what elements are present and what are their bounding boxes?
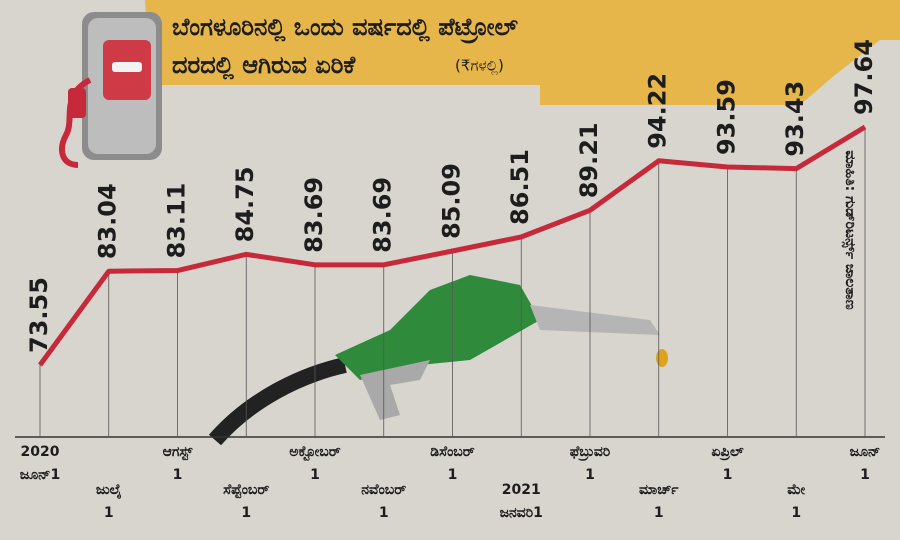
value-label: 86.51 — [506, 149, 534, 225]
x-tick-label: ಜನವರಿ1 — [500, 505, 543, 521]
value-label: 89.21 — [575, 122, 603, 198]
value-label: 83.11 — [163, 183, 191, 259]
x-tick-label: 1 — [241, 505, 251, 521]
value-label: 97.64 — [850, 39, 878, 115]
chart-title: ದರದಲ್ಲಿ ಆಗಿರುವ ಏರಿಕೆ — [172, 51, 356, 80]
chart-title: ಬೆಂಗಳೂರಿನಲ್ಲಿ ಒಂದು ವರ್ಷದಲ್ಲಿ ಪೆಟ್ರೋಲ್ — [172, 13, 518, 44]
fuel-pump-icon — [59, 12, 162, 168]
price-line — [37, 124, 867, 367]
x-tick-label: ಮೇ — [787, 482, 806, 498]
x-tick-label: ಸೆಪ್ಟೆಂಬರ್ — [223, 482, 269, 499]
x-tick-label: 1 — [173, 467, 183, 483]
title-banner — [145, 0, 900, 105]
value-label: 83.04 — [94, 183, 122, 259]
x-tick-label: 1 — [654, 505, 664, 521]
x-tick-label: ಅಕ್ಟೋಬರ್ — [289, 444, 340, 461]
x-tick-label: ಮಾರ್ಚ್ — [639, 482, 679, 498]
x-tick-label: ಜೂನ್1 — [20, 467, 60, 483]
value-label: 83.69 — [300, 177, 328, 253]
x-tick-label: 1 — [585, 467, 595, 483]
fuel-nozzle — [208, 275, 668, 446]
value-label: 83.69 — [369, 177, 397, 253]
x-tick-label: ಜುಲೈ — [96, 482, 122, 499]
x-tick-label: 1 — [310, 467, 320, 483]
x-tick-label: ಫೆಬ್ರುವರಿ — [570, 444, 611, 461]
x-tick-label: 1 — [860, 467, 870, 483]
x-tick-label: ಜೂನ್ — [850, 444, 881, 460]
x-tick-label: 1 — [379, 505, 389, 521]
x-tick-label: 1 — [104, 505, 114, 521]
x-tick-label: 2020 — [21, 444, 60, 460]
value-label: 85.09 — [438, 163, 466, 239]
value-label: 73.55 — [25, 277, 53, 353]
x-tick-label: 2021 — [502, 482, 541, 498]
source-note: ಮಾಹಿತಿ: ಗುಡ್‌ರಿಟರ್ನ್ಸ್ ಜಾಲತಾಣ — [841, 150, 858, 309]
x-tick-label: ಡಿಸೆಂಬರ್ — [430, 444, 474, 460]
x-tick-label: 1 — [723, 467, 733, 483]
value-label: 84.75 — [231, 166, 259, 242]
value-label: 93.43 — [781, 81, 809, 157]
value-label: 94.22 — [644, 73, 672, 149]
value-label: 93.59 — [713, 79, 741, 155]
x-tick-label: ಏಪ್ರಿಲ್ — [711, 444, 743, 461]
x-tick-label: ಆಗಸ್ಟ್ — [163, 444, 193, 461]
chart-subtitle: (₹ಗಳಲ್ಲಿ) — [455, 57, 504, 75]
x-tick-label: 1 — [791, 505, 801, 521]
x-tick-label: 1 — [448, 467, 458, 483]
x-tick-label: ನವೆಂಬರ್ — [361, 482, 406, 498]
